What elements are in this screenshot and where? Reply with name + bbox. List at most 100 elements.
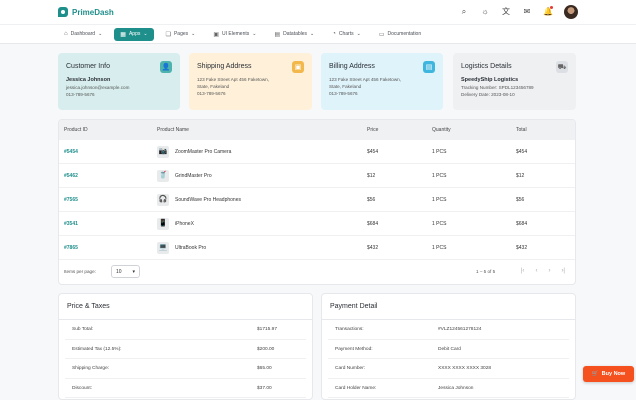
cart-icon: 🛒 — [591, 371, 599, 377]
nav-ui-elements[interactable]: ▣ UI Elements ⌄ — [213, 31, 257, 38]
detail-label: Sub Total: — [72, 327, 94, 332]
product-price: $56 — [367, 196, 376, 203]
product-price: $454 — [367, 148, 379, 155]
card-title: Shipping Address — [197, 63, 252, 70]
table-row: #5462 🥤 GrindMaster Pro $12 1 PCS $12 — [59, 164, 575, 188]
shipping-address-card: Shipping Address 123 Fake Street Apt 456… — [189, 53, 312, 110]
product-name-cell: 🎧 SoundWave Pro Headphones — [157, 193, 241, 206]
detail-label: Discount: — [72, 385, 92, 391]
mail-icon[interactable]: ✉ — [523, 7, 531, 16]
translate-icon[interactable]: 文 — [502, 7, 510, 16]
product-id-link[interactable]: #5454 — [64, 148, 78, 155]
chevron-down-icon: ⌄ — [356, 31, 361, 37]
card-title: Payment Detail — [322, 294, 575, 320]
col-product-id[interactable]: Product ID — [64, 127, 88, 133]
detail-row: Discount: $37.00 — [65, 379, 306, 398]
chevron-down-icon: ⌄ — [191, 31, 196, 37]
card-title: Customer Info — [66, 63, 110, 70]
product-name-cell: 📷 ZoomMaster Pro Camera — [157, 145, 232, 158]
bell-icon[interactable]: 🔔 — [543, 6, 553, 16]
product-id-link[interactable]: #7865 — [64, 244, 78, 251]
billing-phone: 013-789-5676 — [329, 91, 358, 96]
buy-now-button[interactable]: 🛒 Buy Now — [583, 366, 634, 382]
detail-value: $37.00 — [257, 385, 272, 391]
detail-row: Estimated Tax (12.5%): $200.00 — [65, 340, 306, 359]
last-page-icon[interactable]: ›| — [561, 268, 565, 274]
table-paginator: Items per page: 10 ▾ 1 – 5 of 5 |‹ ‹ › ›| — [59, 260, 575, 284]
table-icon: ▤ — [274, 31, 281, 38]
product-name: SoundWave Pro Headphones — [175, 196, 241, 203]
shipping-phone: 013-789-5676 — [197, 91, 226, 96]
doc-icon: ▭ — [378, 31, 385, 38]
search-icon[interactable]: ⌕ — [461, 7, 467, 16]
product-name-cell: 📱 iPhoneX — [157, 217, 194, 230]
table-row: #7865 💻 UltraBook Pro $432 1 PCS $432 — [59, 236, 575, 260]
product-price: $684 — [367, 220, 379, 227]
product-id-link[interactable]: #5462 — [64, 172, 78, 179]
card-title: Billing Address — [329, 63, 375, 70]
col-total[interactable]: Total — [516, 127, 527, 133]
product-name: ZoomMaster Pro Camera — [175, 148, 232, 155]
nav-documentation[interactable]: ▭ Documentation — [378, 31, 422, 38]
user-icon: 👤 — [160, 61, 172, 73]
logistics-company: SpeedyShip Logistics — [461, 77, 519, 83]
grinder-icon: 🥤 — [157, 169, 169, 182]
detail-row: Card Holder Name: Jessica Johnson — [328, 379, 569, 398]
truck-icon: ⛟ — [556, 61, 568, 73]
header-actions: ⌕ ☼ 文 ✉ 🔔 — [459, 5, 578, 19]
product-name-cell: 💻 UltraBook Pro — [157, 241, 206, 254]
product-total: $454 — [516, 148, 528, 155]
prev-page-icon[interactable]: ‹ — [535, 268, 538, 274]
items-per-page-select[interactable]: 10 ▾ — [111, 265, 140, 278]
chart-icon: ◔ — [332, 31, 336, 37]
product-quantity: 1 PCS — [432, 172, 447, 179]
detail-row: Shipping Charge: $65.00 — [65, 359, 306, 379]
customer-email: jessica.johnson@example.com — [66, 85, 130, 90]
detail-value: #VLZ124561278124 — [438, 327, 482, 332]
sun-icon[interactable]: ☼ — [481, 7, 489, 16]
detail-label: Payment Method: — [335, 346, 373, 352]
ui-icon: ▣ — [213, 31, 220, 38]
chevron-down-icon: ▾ — [132, 268, 135, 275]
product-price: $12 — [367, 172, 376, 179]
product-total: $56 — [516, 196, 525, 203]
detail-value: $200.00 — [257, 346, 275, 352]
grid-icon: ▦ — [120, 31, 126, 38]
brand-name: PrimeDash — [72, 7, 114, 17]
table-row: #3541 📱 iPhoneX $684 1 PCS $684 — [59, 212, 575, 236]
chevron-down-icon: ⌄ — [98, 31, 103, 37]
nav-charts[interactable]: ◔ Charts ⌄ — [332, 31, 361, 37]
nav-pages[interactable]: ❏ Pages ⌄ — [165, 31, 196, 38]
nav-apps[interactable]: ▦ Apps ⌄ — [114, 27, 154, 41]
pager-buttons: |‹ ‹ › ›| — [521, 268, 565, 274]
laptop-icon: 💻 — [157, 241, 169, 254]
shipping-line1: 123 Fake Street Apt 456 Faketown, — [197, 77, 270, 82]
first-page-icon[interactable]: |‹ — [520, 268, 525, 274]
delivery-date: Delivery Date: 2023-08-10 — [461, 92, 515, 97]
nav-datatables[interactable]: ▤ Datatables ⌄ — [274, 31, 315, 38]
col-price[interactable]: Price — [367, 127, 379, 133]
product-id-link[interactable]: #3541 — [64, 220, 78, 227]
logistics-details-card: Logistics Details SpeedyShip Logistics T… — [453, 53, 576, 110]
detail-label: Estimated Tax (12.5%): — [72, 346, 122, 352]
document-icon: ▤ — [423, 61, 435, 73]
detail-row: Card Number: XXXX XXXX XXXX 3028 — [328, 359, 569, 379]
notification-dot — [550, 6, 553, 9]
detail-value: XXXX XXXX XXXX 3028 — [438, 366, 492, 371]
billing-address-card: Billing Address 123 Fake Street Apt 456 … — [321, 53, 443, 110]
headphones-icon: 🎧 — [157, 193, 169, 206]
detail-value: $1715.97 — [257, 327, 278, 332]
col-quantity[interactable]: Quantity — [432, 127, 451, 133]
product-name: GrindMaster Pro — [175, 172, 212, 179]
table-row: #5454 📷 ZoomMaster Pro Camera $454 1 PCS $454 — [59, 140, 575, 164]
customer-phone: 013-789-5676 — [66, 92, 95, 97]
items-per-page-label: Items per page: — [64, 269, 96, 274]
avatar[interactable] — [564, 5, 578, 19]
next-page-icon[interactable]: › — [548, 268, 551, 274]
nav-dashboard[interactable]: ⌂ Dashboard ⌄ — [64, 31, 103, 37]
customer-info-card: Customer Info Jessica Johnson jessica.jo… — [58, 53, 180, 110]
col-product-name[interactable]: Product Name — [157, 127, 189, 133]
detail-row: Sub Total: $1715.97 — [65, 320, 306, 340]
brand-logo[interactable]: PrimeDash — [58, 7, 114, 17]
product-id-link[interactable]: #7565 — [64, 196, 78, 203]
